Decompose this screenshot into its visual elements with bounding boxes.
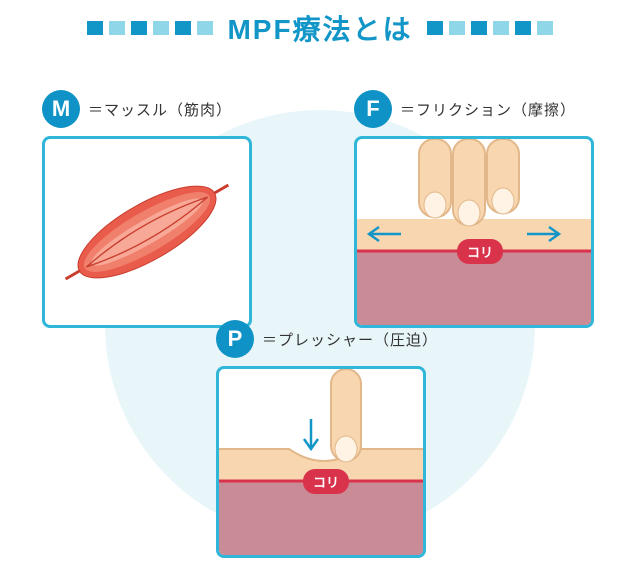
letter-circle-f: F <box>354 90 392 128</box>
panel-label-f: ＝フリクション（摩擦） <box>400 99 576 120</box>
panel-header-p: P ＝プレッシャー（圧迫） <box>216 320 496 358</box>
pressure-icon <box>219 369 423 555</box>
panel-pressure: P ＝プレッシャー（圧迫） コリ <box>216 320 496 558</box>
muscle-icon <box>45 139 249 325</box>
header: MPF療法とは <box>0 0 640 48</box>
dashes-right <box>427 21 553 35</box>
panel-header-m: M ＝マッスル（筋肉） <box>42 90 322 128</box>
illustration-muscle <box>42 136 252 328</box>
page-title: MPF療法とは <box>227 8 412 48</box>
panel-label-p: ＝プレッシャー（圧迫） <box>262 329 438 350</box>
illustration-pressure: コリ <box>216 366 426 558</box>
panel-label-m: ＝マッスル（筋肉） <box>88 99 232 120</box>
panel-header-f: F ＝フリクション（摩擦） <box>354 90 634 128</box>
panel-friction: F ＝フリクション（摩擦） <box>354 90 634 328</box>
letter-circle-p: P <box>216 320 254 358</box>
kori-badge-pressure: コリ <box>303 469 349 494</box>
illustration-friction: コリ <box>354 136 594 328</box>
friction-icon <box>357 139 594 325</box>
letter-circle-m: M <box>42 90 80 128</box>
kori-badge-friction: コリ <box>457 239 503 264</box>
panel-muscle: M ＝マッスル（筋肉） <box>42 90 322 328</box>
dashes-left <box>87 21 213 35</box>
